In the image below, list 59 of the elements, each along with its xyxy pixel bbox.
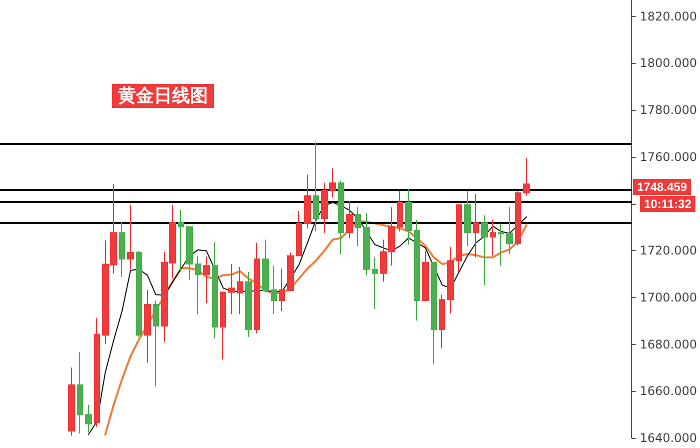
candlestick <box>473 194 479 258</box>
y-tick-label: 1700.000 <box>640 290 698 304</box>
candlestick <box>262 239 269 292</box>
y-tick-label: 1800.000 <box>640 56 698 70</box>
y-tick-label: 1640.000 <box>640 431 698 445</box>
candlestick <box>481 214 488 286</box>
candlestick <box>203 256 210 304</box>
candlestick <box>422 250 429 302</box>
candlestick <box>304 174 311 229</box>
candlestick <box>287 252 294 292</box>
candlestick <box>144 289 151 364</box>
candlestick <box>313 142 319 232</box>
text: 黄金日线图 <box>117 86 208 106</box>
y-tick-label: 1720.000 <box>640 244 698 258</box>
candlestick <box>153 300 159 387</box>
text: 1748.459 <box>637 180 688 194</box>
candlestick <box>119 221 125 278</box>
candlestick <box>186 226 193 281</box>
candlestick <box>414 220 420 322</box>
candlestick <box>94 318 100 428</box>
y-tick-label: 1680.000 <box>640 337 698 352</box>
candlestick <box>279 268 285 312</box>
candlestick <box>456 204 462 272</box>
y-tick-label: 1780.000 <box>640 103 698 118</box>
candlestick <box>178 209 184 272</box>
candlestick <box>447 246 454 314</box>
candlestick <box>363 212 370 276</box>
candlestick <box>136 250 142 338</box>
candlestick <box>85 404 92 433</box>
candlestick <box>464 190 471 247</box>
candlestick <box>271 265 277 315</box>
candlestick <box>498 222 504 266</box>
candlestick <box>355 206 361 247</box>
candlestick <box>237 266 243 315</box>
candlestick <box>245 271 252 338</box>
candlestick <box>346 200 353 238</box>
candlestick <box>127 204 134 270</box>
candlestick <box>338 180 344 255</box>
candlestick <box>220 292 226 360</box>
candlestick <box>405 188 412 246</box>
candlestick <box>515 190 521 246</box>
candlestick <box>254 242 260 334</box>
candlestick <box>212 242 218 339</box>
candlestick <box>506 206 513 255</box>
candlestick <box>68 367 75 436</box>
candlestick <box>431 262 437 365</box>
candlestick <box>439 294 445 349</box>
y-tick-label: 1660.000 <box>640 384 698 398</box>
candlestick <box>195 255 201 315</box>
candlestick <box>296 210 302 256</box>
text: 10:11:32 <box>644 197 692 211</box>
y-tick-label: 1820.000 <box>640 9 698 24</box>
candlestick <box>228 263 235 315</box>
candlestick <box>490 218 496 256</box>
candlestick <box>523 158 530 196</box>
candlestick <box>372 256 378 310</box>
candlestick <box>77 352 83 434</box>
y-tick-label: 1760.000 <box>640 150 698 164</box>
candlestick <box>397 190 403 232</box>
